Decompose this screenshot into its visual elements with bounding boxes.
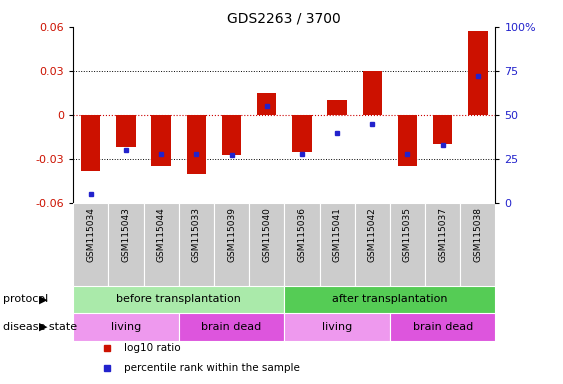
Bar xyxy=(81,115,100,171)
Text: disease state: disease state xyxy=(3,322,77,332)
Bar xyxy=(151,115,171,166)
Text: percentile rank within the sample: percentile rank within the sample xyxy=(124,363,300,374)
FancyBboxPatch shape xyxy=(390,313,495,341)
FancyBboxPatch shape xyxy=(179,313,284,341)
Text: GSM115034: GSM115034 xyxy=(86,207,95,262)
Text: GSM115036: GSM115036 xyxy=(297,207,306,262)
FancyBboxPatch shape xyxy=(73,203,108,286)
FancyBboxPatch shape xyxy=(73,286,284,313)
Bar xyxy=(363,71,382,115)
Text: living: living xyxy=(322,322,352,332)
Title: GDS2263 / 3700: GDS2263 / 3700 xyxy=(227,12,341,26)
Text: before transplantation: before transplantation xyxy=(117,294,241,304)
Text: protocol: protocol xyxy=(3,294,48,304)
Text: GSM115040: GSM115040 xyxy=(262,207,271,262)
Text: living: living xyxy=(111,322,141,332)
Text: GSM115037: GSM115037 xyxy=(438,207,447,262)
FancyBboxPatch shape xyxy=(355,203,390,286)
FancyBboxPatch shape xyxy=(390,203,425,286)
Bar xyxy=(222,115,241,154)
FancyBboxPatch shape xyxy=(284,203,320,286)
Text: ▶: ▶ xyxy=(39,294,48,304)
Bar xyxy=(292,115,311,152)
Text: GSM115033: GSM115033 xyxy=(192,207,201,262)
Text: ▶: ▶ xyxy=(39,322,48,332)
FancyBboxPatch shape xyxy=(425,203,461,286)
Text: GSM115038: GSM115038 xyxy=(473,207,482,262)
Text: GSM115044: GSM115044 xyxy=(157,207,166,262)
Bar xyxy=(433,115,452,144)
FancyBboxPatch shape xyxy=(144,203,179,286)
FancyBboxPatch shape xyxy=(73,313,179,341)
Bar xyxy=(468,31,488,115)
Text: GSM115041: GSM115041 xyxy=(333,207,342,262)
Bar xyxy=(187,115,206,174)
Bar xyxy=(257,93,276,115)
Bar xyxy=(398,115,417,166)
FancyBboxPatch shape xyxy=(249,203,284,286)
FancyBboxPatch shape xyxy=(179,203,214,286)
Text: GSM115043: GSM115043 xyxy=(122,207,131,262)
Text: after transplantation: after transplantation xyxy=(332,294,448,304)
Text: GSM115042: GSM115042 xyxy=(368,207,377,262)
Bar xyxy=(328,100,347,115)
Text: GSM115039: GSM115039 xyxy=(227,207,236,262)
Text: GSM115035: GSM115035 xyxy=(403,207,412,262)
FancyBboxPatch shape xyxy=(214,203,249,286)
FancyBboxPatch shape xyxy=(320,203,355,286)
Text: brain dead: brain dead xyxy=(413,322,473,332)
Bar xyxy=(117,115,136,147)
FancyBboxPatch shape xyxy=(461,203,495,286)
Text: log10 ratio: log10 ratio xyxy=(124,343,181,353)
FancyBboxPatch shape xyxy=(108,203,144,286)
Text: brain dead: brain dead xyxy=(202,322,262,332)
FancyBboxPatch shape xyxy=(284,313,390,341)
FancyBboxPatch shape xyxy=(284,286,495,313)
